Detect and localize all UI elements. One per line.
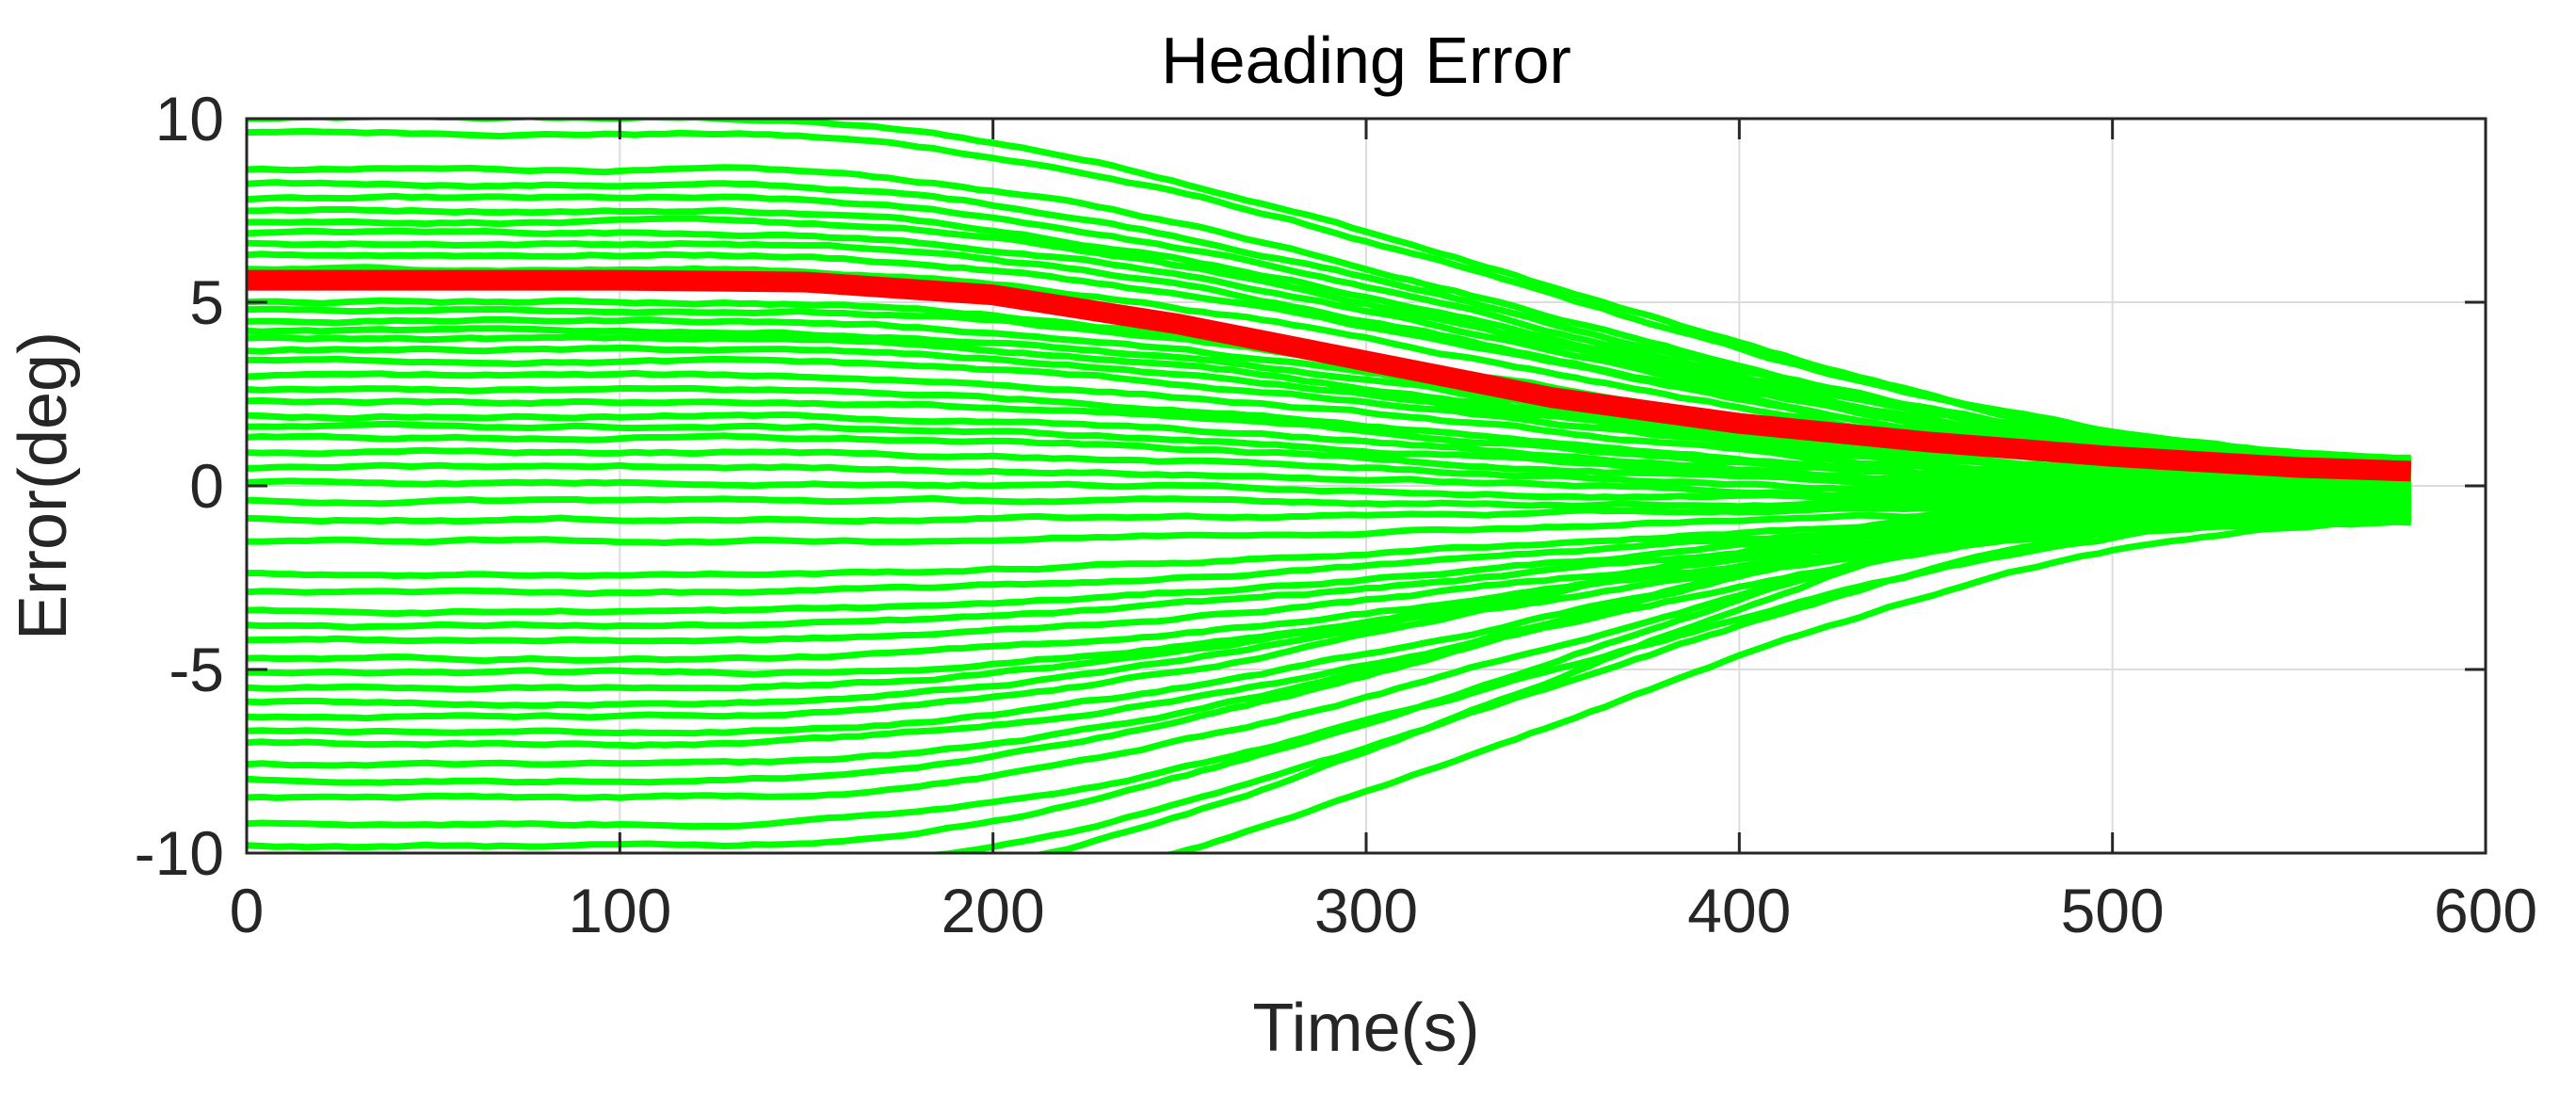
ensemble-line [247, 464, 2411, 786]
y-tick-label: -10 [135, 818, 224, 888]
y-tick-label: 10 [155, 84, 224, 153]
ensemble-line [247, 127, 2411, 463]
x-tick-label: 200 [942, 876, 1045, 945]
x-tick-label: 600 [2434, 876, 2537, 945]
y-tick-label: 5 [189, 267, 224, 337]
y-tick-label: 0 [189, 451, 224, 521]
series-layer [247, 119, 2412, 853]
ensemble-line [247, 509, 2411, 830]
ensemble-line [247, 464, 2411, 722]
ensemble-line [247, 344, 2411, 490]
ensemble-line [247, 503, 2411, 749]
ensemble-line [247, 421, 2411, 503]
ensemble-line [247, 215, 2411, 473]
ensemble-line [247, 119, 2411, 461]
ensemble-line [1161, 518, 2411, 853]
chart-title: Heading Error [1161, 24, 1571, 97]
ensemble-line [247, 493, 2411, 801]
x-tick-label: 300 [1314, 876, 1418, 945]
ensemble-line [926, 501, 2411, 853]
x-tick-label: 500 [2061, 876, 2165, 945]
ensemble-line [247, 471, 2411, 851]
x-axis-label: Time(s) [1252, 991, 1479, 1066]
x-tick-label: 0 [230, 876, 265, 945]
x-tick-label: 100 [568, 876, 671, 945]
ensemble-line [1032, 461, 2411, 853]
y-axis-label: Error(deg) [6, 331, 81, 640]
ensemble-line [247, 179, 2411, 466]
ticks: 0 100 200 300 400 500 600 10 5 0 -5 -10 [135, 84, 2537, 945]
ensemble-line [247, 494, 2411, 737]
mean-line [247, 269, 2412, 482]
y-tick-label: -5 [169, 635, 224, 704]
ensemble-line [247, 397, 2411, 499]
x-tick-label: 400 [1687, 876, 1791, 945]
